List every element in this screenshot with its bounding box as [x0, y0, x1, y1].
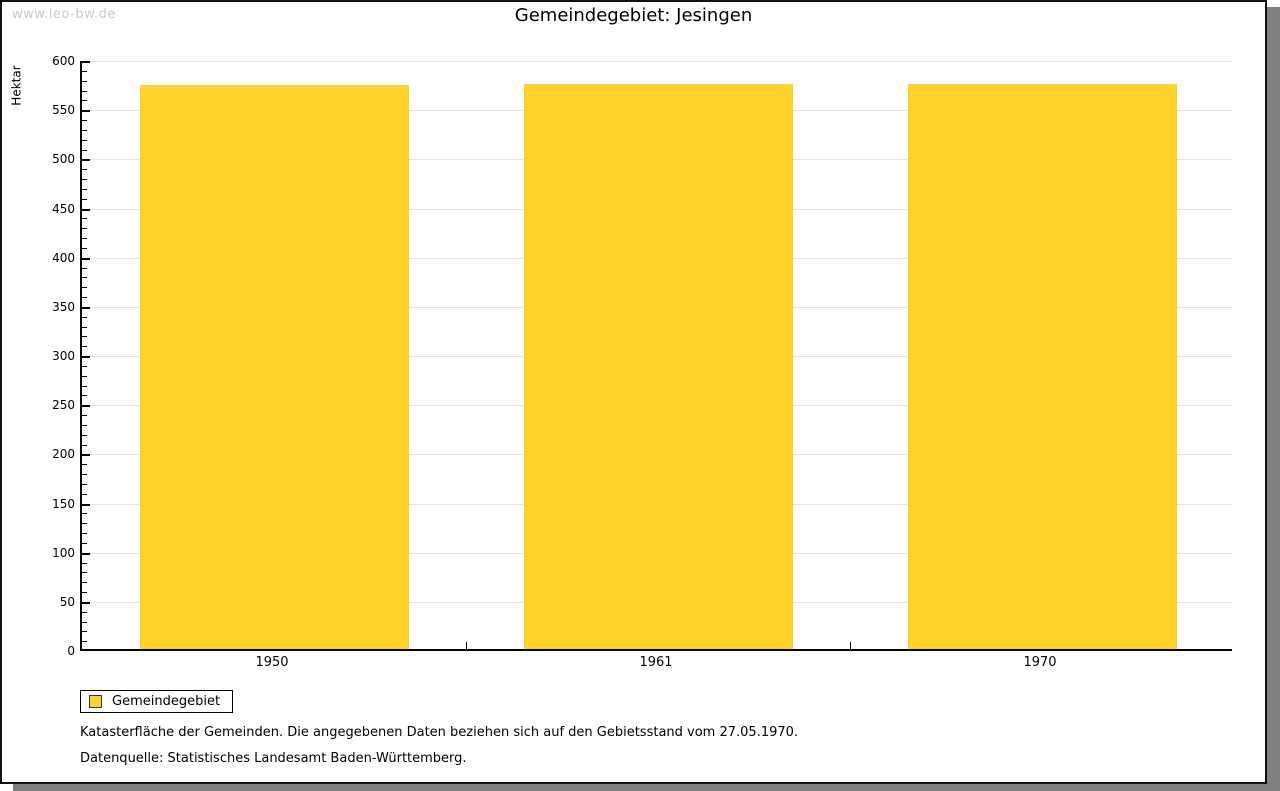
y-tick-140	[82, 513, 87, 514]
y-tick-370	[82, 287, 87, 288]
y-tick-110	[82, 543, 87, 544]
y-tick-50	[82, 602, 90, 604]
y-tick-160	[82, 494, 87, 495]
footnote-source-note: Katasterfläche der Gemeinden. Die angege…	[80, 725, 799, 740]
y-tick-label-450: 450	[52, 201, 75, 216]
y-tick-label-150: 150	[52, 496, 75, 511]
y-tick-label-50: 50	[59, 594, 75, 609]
watermark: www.leo-bw.de	[12, 7, 116, 22]
y-tick-510	[82, 150, 87, 151]
y-tick-580	[82, 81, 87, 82]
y-tick-label-100: 100	[52, 545, 75, 560]
y-tick-350	[82, 307, 90, 309]
y-tick-label-550: 550	[52, 103, 75, 118]
y-tick-label-400: 400	[52, 250, 75, 265]
y-tick-450	[82, 209, 90, 211]
y-tick-320	[82, 336, 87, 337]
y-tick-120	[82, 533, 87, 534]
y-tick-260	[82, 395, 87, 396]
footnote-data-source: Datenquelle: Statistisches Landesamt Bad…	[80, 751, 467, 766]
y-tick-530	[82, 130, 87, 131]
y-tick-60	[82, 592, 87, 593]
y-tick-360	[82, 297, 87, 298]
y-tick-90	[82, 563, 87, 564]
y-tick-170	[82, 484, 87, 485]
y-tick-590	[82, 71, 87, 72]
y-tick-150	[82, 504, 90, 506]
legend: Gemeindegebiet	[80, 690, 234, 713]
y-tick-400	[82, 258, 90, 260]
y-tick-label-350: 350	[52, 299, 75, 314]
y-tick-380	[82, 277, 87, 278]
y-tick-130	[82, 523, 87, 524]
y-tick-220	[82, 435, 87, 436]
y-tick-410	[82, 248, 87, 249]
y-tick-430	[82, 228, 87, 229]
bar-1961	[524, 84, 793, 649]
y-tick-70	[82, 582, 87, 583]
y-tick-label-500: 500	[52, 152, 75, 167]
y-tick-560	[82, 100, 87, 101]
y-tick-label-0: 0	[67, 644, 75, 658]
y-tick-480	[82, 179, 87, 180]
y-tick-570	[82, 91, 87, 92]
bar-1970	[908, 84, 1177, 649]
x-category-label-1961: 1961	[639, 655, 673, 670]
y-tick-100	[82, 553, 90, 555]
y-tick-340	[82, 317, 87, 318]
y-tick-270	[82, 386, 87, 387]
y-tick-600	[82, 61, 90, 63]
y-tick-310	[82, 346, 87, 347]
y-tick-230	[82, 425, 87, 426]
y-tick-550	[82, 110, 90, 112]
x-category-label-1950: 1950	[255, 655, 289, 670]
legend-label: Gemeindegebiet	[112, 694, 221, 709]
y-tick-440	[82, 218, 87, 219]
x-category-label-1970: 1970	[1023, 655, 1057, 670]
plot-area	[80, 61, 1232, 651]
y-tick-label-300: 300	[52, 349, 75, 363]
y-tick-label-600: 600	[52, 54, 75, 68]
y-tick-180	[82, 474, 87, 475]
y-tick-210	[82, 445, 87, 446]
y-tick-460	[82, 199, 87, 200]
chart-title: Gemeindegebiet: Jesingen	[514, 5, 753, 26]
y-tick-280	[82, 376, 87, 377]
y-tick-470	[82, 189, 87, 190]
y-tick-520	[82, 140, 87, 141]
y-tick-420	[82, 238, 87, 239]
bar-1950	[140, 85, 409, 649]
y-tick-10	[82, 641, 87, 642]
gridline-600	[82, 61, 1232, 62]
y-tick-label-200: 200	[52, 447, 75, 462]
y-tick-490	[82, 169, 87, 170]
x-boundary-tick-2	[850, 642, 851, 649]
y-tick-330	[82, 327, 87, 328]
y-tick-200	[82, 454, 90, 456]
y-tick-80	[82, 572, 87, 573]
y-tick-label-250: 250	[52, 398, 75, 413]
y-tick-300	[82, 356, 90, 358]
y-tick-500	[82, 159, 90, 161]
y-tick-40	[82, 612, 87, 613]
y-tick-290	[82, 366, 87, 367]
x-axis-category-labels: 1950 1961 1970	[80, 655, 1232, 673]
legend-swatch-icon	[89, 695, 102, 708]
y-tick-540	[82, 120, 87, 121]
y-tick-240	[82, 415, 87, 416]
x-boundary-tick-1	[466, 642, 467, 649]
y-tick-250	[82, 405, 90, 407]
y-axis-tick-labels: 0 50 100 150 200 250 300 350 400 450 500 550 600	[2, 2, 75, 786]
y-tick-20	[82, 631, 87, 632]
y-tick-390	[82, 268, 87, 269]
y-tick-30	[82, 622, 87, 623]
y-tick-190	[82, 464, 87, 465]
